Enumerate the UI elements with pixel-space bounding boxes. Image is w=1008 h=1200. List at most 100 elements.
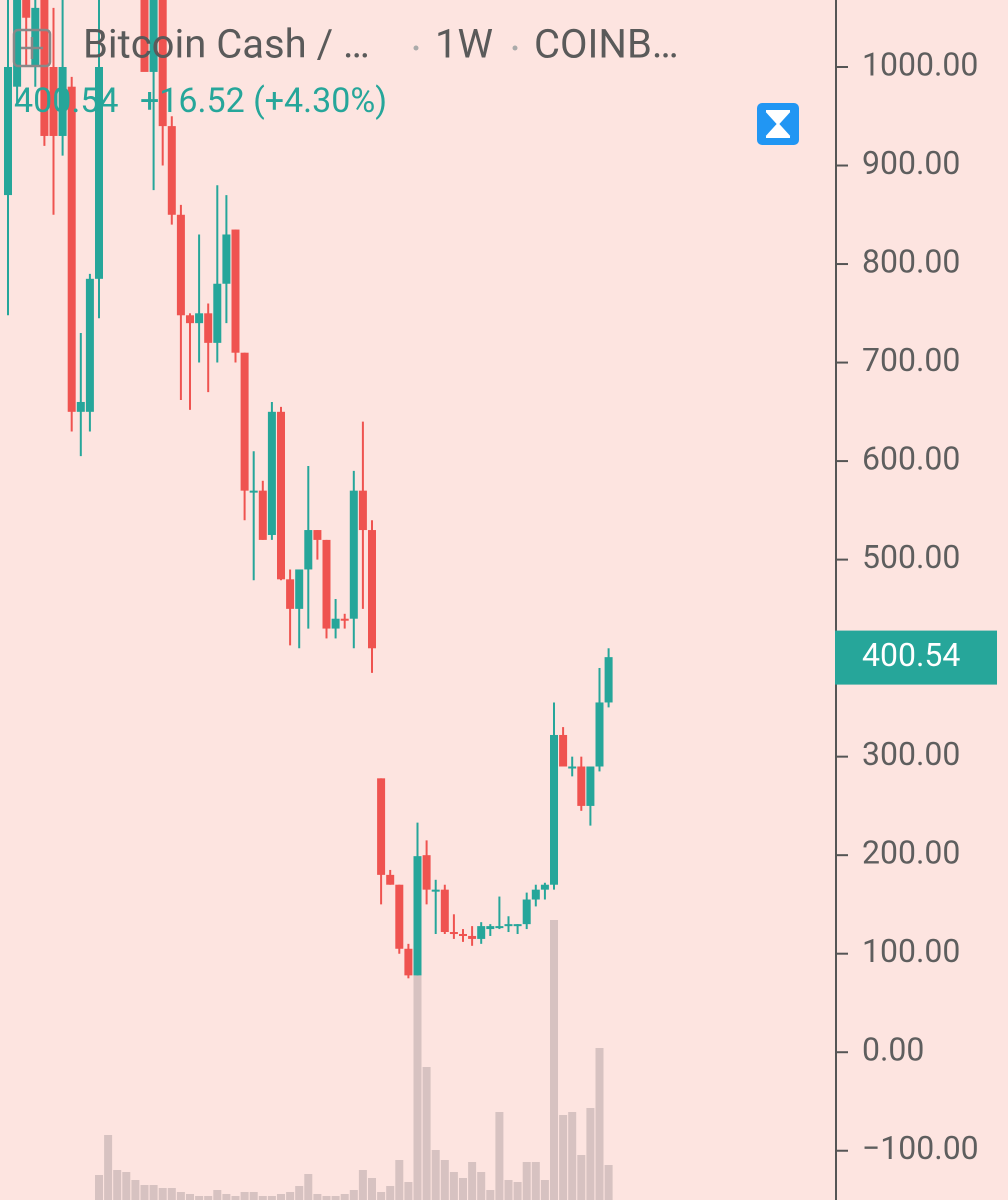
volume-bar — [195, 1196, 204, 1200]
candle-body — [577, 766, 586, 806]
volume-bar — [213, 1190, 222, 1200]
candle-layer — [4, 0, 613, 979]
volume-bar — [340, 1194, 349, 1200]
candle-body — [568, 766, 577, 769]
volume-bar — [568, 1112, 577, 1200]
candle-body — [158, 0, 167, 127]
candle-body — [4, 66, 12, 196]
candle-body — [459, 933, 467, 936]
candle-body — [258, 490, 267, 540]
volume-bar — [386, 1186, 395, 1200]
candle-body — [286, 579, 295, 609]
candle-body — [267, 411, 276, 535]
candle-body — [186, 315, 194, 324]
last-price-label: 400.54 — [862, 636, 960, 674]
y-tick-label: 300.00 — [862, 735, 960, 773]
y-tick-label: −100.00 — [862, 1129, 979, 1167]
volume-bar — [113, 1170, 122, 1200]
volume-bar — [204, 1196, 213, 1200]
candle-body — [395, 884, 404, 949]
volume-bar — [513, 1182, 522, 1200]
volume-layer — [95, 920, 613, 1200]
volume-bar — [158, 1188, 167, 1200]
candle-body — [204, 313, 213, 343]
candle-body — [449, 932, 458, 935]
volume-bar — [486, 1190, 495, 1200]
volume-bar — [540, 1180, 549, 1200]
y-tick-label: 700.00 — [862, 341, 960, 379]
candle-body — [522, 899, 531, 925]
y-tick-label: 600.00 — [862, 440, 960, 478]
volume-bar — [349, 1190, 358, 1200]
candle-body — [386, 874, 395, 885]
y-tick-label: 500.00 — [862, 538, 960, 576]
y-tick-label: 200.00 — [862, 834, 960, 872]
candle-body — [249, 490, 258, 493]
volume-bar — [522, 1162, 531, 1200]
interval: 1W — [435, 21, 493, 68]
price-axis: 1000.00 900.00 800.00 700.00 600.00 500.00 400… — [836, 45, 979, 1167]
candle-body — [513, 924, 522, 927]
volume-bar — [604, 1165, 613, 1200]
candle-body — [13, 0, 22, 87]
candle-body — [431, 889, 440, 892]
volume-bar — [586, 1108, 595, 1200]
candle-body — [368, 530, 376, 649]
volume-bar — [322, 1196, 331, 1200]
candle-body — [340, 618, 349, 621]
candle-body — [377, 778, 386, 875]
volume-bar — [295, 1186, 304, 1200]
volume-bar — [231, 1196, 240, 1200]
volume-bar — [495, 1112, 504, 1200]
volume-bar — [249, 1192, 258, 1200]
volume-bar — [595, 1048, 604, 1200]
y-tick-label: 0.00 — [862, 1031, 924, 1069]
volume-bar — [559, 1115, 568, 1200]
volume-bar — [422, 1067, 431, 1200]
candle-body — [213, 283, 222, 343]
volume-bar — [304, 1174, 313, 1200]
volume-bar — [222, 1194, 231, 1200]
candle-body — [559, 734, 568, 767]
candle-body — [304, 530, 313, 570]
volume-bar — [176, 1192, 185, 1200]
candle-body — [595, 702, 604, 767]
candle-body — [67, 86, 76, 412]
volume-bar — [122, 1172, 131, 1200]
volume-bar — [104, 1135, 113, 1200]
candle-body — [504, 924, 513, 927]
candle-body — [58, 66, 67, 136]
candle-body — [531, 889, 540, 900]
volume-bar — [267, 1196, 276, 1200]
volume-bar — [358, 1170, 367, 1200]
candle-body — [486, 926, 495, 930]
candle-body — [422, 855, 431, 890]
volume-bar — [377, 1192, 386, 1200]
candle-body — [349, 490, 358, 619]
volume-bar — [286, 1192, 295, 1200]
candle-body — [404, 948, 413, 976]
add-symbol-button[interactable] — [12, 28, 52, 68]
candle-body — [95, 66, 103, 279]
candle-body — [231, 229, 240, 353]
volume-bar — [550, 920, 558, 1200]
candle-body — [40, 0, 49, 136]
volume-bar — [459, 1178, 467, 1200]
volume-bar — [331, 1196, 340, 1200]
candle-body — [413, 856, 422, 976]
volume-bar — [277, 1194, 285, 1200]
candle-body — [495, 926, 504, 929]
candle-body — [167, 126, 176, 215]
symbol-name: Bitcoin Cash / … — [83, 21, 370, 68]
separator-dot — [512, 45, 518, 51]
y-tick-label: 800.00 — [862, 242, 960, 280]
candle-body — [440, 889, 449, 933]
volume-bar — [577, 1155, 586, 1200]
volume-bar — [404, 1182, 413, 1200]
candle-body — [586, 766, 595, 806]
candle-body — [540, 884, 549, 890]
volume-bar — [186, 1194, 194, 1200]
candle-body — [22, 0, 31, 18]
candle-body — [468, 935, 477, 939]
